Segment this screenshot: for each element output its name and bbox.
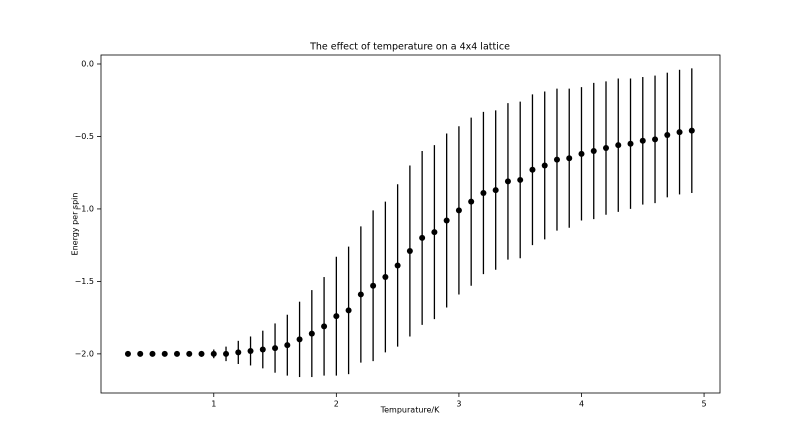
- y-tick-label: −1.0: [75, 204, 94, 213]
- data-point: [406, 247, 413, 254]
- y-axis-label: Energy per spin: [71, 193, 80, 256]
- data-point: [443, 217, 450, 224]
- data-point: [394, 262, 401, 269]
- y-tick-label: −0.5: [75, 132, 94, 141]
- data-point: [431, 229, 438, 236]
- data-point: [541, 162, 548, 169]
- data-point: [124, 350, 131, 357]
- data-point: [272, 345, 279, 352]
- data-point: [161, 350, 168, 357]
- data-point: [688, 127, 695, 134]
- x-axis-label: Tempurature/K: [380, 406, 441, 415]
- data-point: [627, 140, 634, 147]
- data-point: [468, 198, 475, 205]
- data-point: [504, 178, 511, 185]
- data-point: [578, 150, 585, 157]
- data-point: [247, 347, 254, 354]
- x-tick-label: 5: [702, 400, 707, 409]
- data-point: [615, 142, 622, 149]
- y-tick-label: −2.0: [75, 349, 94, 358]
- data-point: [676, 129, 683, 136]
- data-point: [652, 136, 659, 143]
- y-tick-label: −1.5: [75, 277, 94, 286]
- data-point: [553, 156, 560, 163]
- data-point: [198, 350, 205, 357]
- data-point: [455, 207, 462, 214]
- data-point: [137, 350, 144, 357]
- data-point: [308, 330, 315, 337]
- data-point: [529, 166, 536, 173]
- x-tick-label: 3: [456, 400, 461, 409]
- data-point: [382, 274, 389, 281]
- data-point: [284, 342, 291, 349]
- data-point: [566, 155, 573, 162]
- data-point: [223, 350, 230, 357]
- x-tick-label: 2: [334, 400, 339, 409]
- data-point: [419, 234, 426, 241]
- plot-frame: [100, 54, 721, 394]
- data-point: [492, 187, 499, 194]
- data-point: [235, 349, 242, 356]
- data-point: [664, 132, 671, 139]
- data-point: [173, 350, 180, 357]
- data-point: [370, 282, 377, 289]
- data-point: [480, 189, 487, 196]
- chart-title: The effect of temperature on a 4x4 latti…: [309, 42, 510, 53]
- data-point: [345, 307, 352, 314]
- data-point: [333, 313, 340, 320]
- data-point: [517, 176, 524, 183]
- data-point: [259, 346, 266, 353]
- data-point: [210, 350, 217, 357]
- data-point: [357, 291, 364, 298]
- data-point: [603, 145, 610, 152]
- data-point: [296, 336, 303, 343]
- data-point: [186, 350, 193, 357]
- x-tick-label: 1: [211, 400, 216, 409]
- x-tick-label: 4: [579, 400, 584, 409]
- data-point: [149, 350, 156, 357]
- y-tick-label: 0.0: [81, 59, 94, 68]
- data-point: [639, 137, 646, 144]
- data-point: [590, 147, 597, 154]
- data-point: [321, 323, 328, 330]
